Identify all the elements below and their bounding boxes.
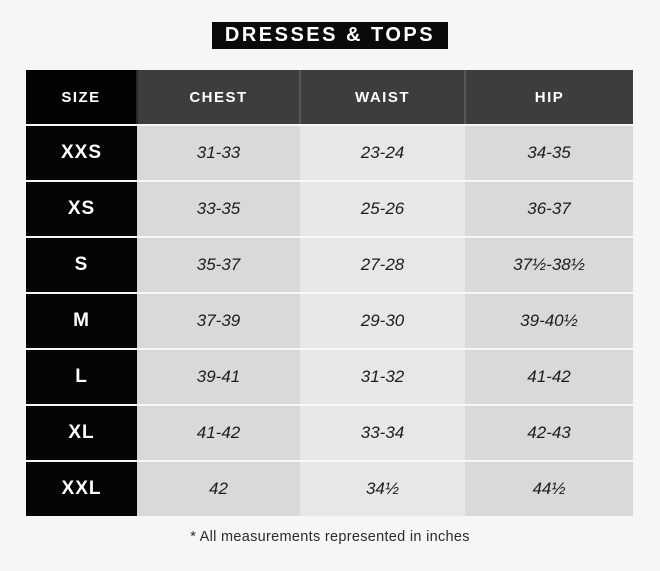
- hip-value: 44½: [465, 461, 633, 516]
- size-label: XXL: [26, 461, 137, 516]
- size-label: XS: [26, 181, 137, 238]
- hip-value: 37½-38½: [465, 237, 633, 294]
- chest-value: 33-35: [137, 181, 300, 238]
- size-label: M: [26, 293, 137, 350]
- hip-value: 34-35: [465, 125, 633, 182]
- measurements-footnote: * All measurements represented in inches: [190, 529, 470, 545]
- chest-value: 31-33: [137, 125, 300, 182]
- table-row-xxl: XXL 42 34½ 44½: [26, 461, 633, 516]
- size-label: XL: [26, 405, 137, 462]
- table-row-m: M 37-39 29-30 39-40½: [26, 293, 633, 350]
- size-label: XXS: [26, 125, 137, 182]
- column-header-waist: WAIST: [299, 70, 465, 126]
- size-chart-table: SIZE CHEST WAIST HIP XXS 31-33 23-24 34-…: [26, 70, 633, 516]
- waist-value: 34½: [300, 461, 465, 516]
- column-header-size: SIZE: [26, 70, 137, 126]
- waist-value: 27-28: [300, 237, 465, 294]
- table-row-s: S 35-37 27-28 37½-38½: [26, 237, 633, 294]
- size-label: L: [26, 349, 137, 406]
- table-row-xs: XS 33-35 25-26 36-37: [26, 181, 633, 238]
- waist-value: 23-24: [300, 125, 465, 182]
- hip-value: 36-37: [465, 181, 633, 238]
- waist-value: 25-26: [300, 181, 465, 238]
- table-header-row: SIZE CHEST WAIST HIP: [26, 70, 633, 126]
- waist-value: 31-32: [300, 349, 465, 406]
- table-row-l: L 39-41 31-32 41-42: [26, 349, 633, 406]
- size-label: S: [26, 237, 137, 294]
- chest-value: 39-41: [137, 349, 300, 406]
- page-title: DRESSES & TOPS: [211, 22, 449, 49]
- chest-value: 37-39: [137, 293, 300, 350]
- column-header-hip: HIP: [464, 70, 633, 126]
- chest-value: 41-42: [137, 405, 300, 462]
- table-row-xxs: XXS 31-33 23-24 34-35: [26, 125, 633, 182]
- hip-value: 41-42: [465, 349, 633, 406]
- hip-value: 39-40½: [465, 293, 633, 350]
- hip-value: 42-43: [465, 405, 633, 462]
- table-row-xl: XL 41-42 33-34 42-43: [26, 405, 633, 462]
- waist-value: 33-34: [300, 405, 465, 462]
- chest-value: 35-37: [137, 237, 300, 294]
- column-header-chest: CHEST: [136, 70, 300, 126]
- chest-value: 42: [137, 461, 300, 516]
- title-bar: DRESSES & TOPS: [0, 0, 660, 49]
- waist-value: 29-30: [300, 293, 465, 350]
